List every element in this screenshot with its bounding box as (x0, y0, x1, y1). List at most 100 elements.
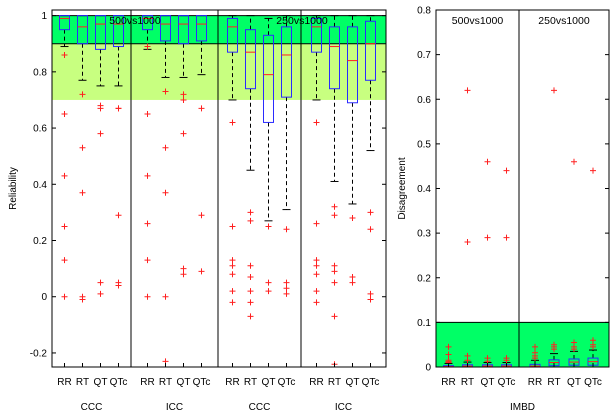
outlier-marker (61, 172, 68, 179)
x-tick-label: QTc (193, 377, 211, 388)
outlier-marker (331, 262, 338, 269)
outlier-marker (503, 357, 510, 364)
outlier-marker (229, 288, 236, 295)
outlier-marker (283, 290, 290, 297)
outlier-marker (115, 212, 122, 219)
outlier-marker (229, 262, 236, 269)
outlier-marker (61, 51, 68, 58)
outlier-marker (247, 262, 254, 269)
outlier-marker (61, 293, 68, 300)
outlier-marker (247, 313, 254, 320)
outlier-marker (247, 274, 254, 281)
x-tick-label: RT (461, 377, 474, 388)
outlier-marker (180, 271, 187, 278)
outlier-marker (283, 279, 290, 286)
outlier-marker (571, 346, 577, 353)
outlier-marker (247, 209, 254, 216)
outlier-marker (367, 209, 374, 216)
outlier-marker (445, 351, 452, 358)
outlier-marker (313, 119, 320, 126)
outlier-marker (367, 226, 374, 233)
panel-label: CCC (249, 402, 271, 413)
x-tick-label: QT (481, 377, 495, 388)
outlier-marker (144, 43, 151, 50)
box-iqr (329, 26, 340, 90)
outlier-marker (247, 217, 254, 224)
y-tick-label: 0.1 (417, 318, 431, 329)
reliability-chart: -0.2 0 0.2 0.4 0.6 0.8 1 Reliability 500vs1000 25… (8, 9, 387, 413)
outlier-marker (247, 299, 254, 306)
group-title: 500vs1000 (452, 15, 504, 27)
y-tick-label: 0.8 (417, 6, 431, 17)
outlier-marker (61, 223, 68, 230)
outlier-marker (331, 313, 338, 320)
outlier-marker (313, 288, 320, 295)
group-title: 250vs1000 (276, 15, 328, 27)
outlier-marker (79, 189, 86, 196)
y-axis-label: Disagreement (397, 157, 408, 219)
box-iqr (311, 17, 322, 53)
outlier-marker (445, 343, 452, 350)
outlier-marker (229, 257, 236, 264)
outlier-marker (464, 87, 471, 94)
outlier-marker (162, 293, 169, 300)
box-iqr (365, 20, 376, 81)
outlier-marker (115, 282, 122, 289)
reference-band (52, 43, 386, 100)
x-tick-label: RR (309, 377, 323, 388)
box-iqr (77, 15, 88, 45)
y-tick-label: 0.6 (417, 95, 431, 106)
outlier-marker (79, 296, 86, 303)
outlier-marker (162, 144, 169, 151)
outlier-marker (180, 96, 187, 103)
outlier-marker (503, 234, 510, 241)
reference-band (436, 322, 609, 367)
outlier-marker (551, 87, 557, 94)
x-tick-label: QTc (278, 377, 296, 388)
outlier-marker (283, 285, 290, 292)
outlier-marker (79, 144, 86, 151)
x-tick-label: QT (567, 377, 581, 388)
group-title: 500vs1000 (109, 15, 161, 27)
plot-frame (51, 9, 387, 368)
plot-frame (435, 9, 610, 368)
outlier-marker (144, 293, 151, 300)
outlier-marker (144, 172, 151, 179)
outlier-marker (532, 355, 538, 362)
outlier-marker (115, 105, 122, 112)
y-tick-label: 0.7 (417, 50, 431, 61)
outlier-marker (97, 290, 104, 297)
outlier-marker (484, 158, 491, 165)
x-tick-label: RR (441, 377, 455, 388)
x-tick-label: RR (225, 377, 239, 388)
outlier-marker (229, 271, 236, 278)
outlier-marker (229, 119, 236, 126)
outlier-marker (265, 279, 272, 286)
outlier-marker (590, 167, 596, 174)
outlier-marker (198, 212, 205, 219)
x-tick-label: RT (159, 377, 172, 388)
x-tick-label: QTc (584, 377, 602, 388)
y-axis-label: Reliability (8, 167, 19, 210)
x-tick-label: RT (328, 377, 341, 388)
outlier-marker (144, 220, 151, 227)
panel-label: CCC (81, 402, 103, 413)
y-tick-label: -0.2 (30, 348, 48, 359)
y-tick-label: 0.2 (417, 273, 431, 284)
reference-band (52, 15, 386, 44)
x-tick-label: QTc (362, 377, 380, 388)
x-tick-label: RR (528, 377, 542, 388)
outlier-marker (198, 268, 205, 275)
outlier-marker (180, 130, 187, 137)
outlier-marker (313, 257, 320, 264)
y-tick-label: 0.3 (417, 229, 431, 240)
outlier-marker (349, 274, 356, 281)
outlier-marker (180, 91, 187, 98)
box-iqr (95, 15, 106, 50)
outlier-marker (532, 343, 538, 350)
outlier-marker (349, 215, 356, 222)
y-tick-label: 0.6 (33, 124, 47, 135)
x-tick-label: RR (57, 377, 71, 388)
y-tick-label: 0.4 (417, 184, 431, 195)
outlier-marker (265, 288, 272, 295)
